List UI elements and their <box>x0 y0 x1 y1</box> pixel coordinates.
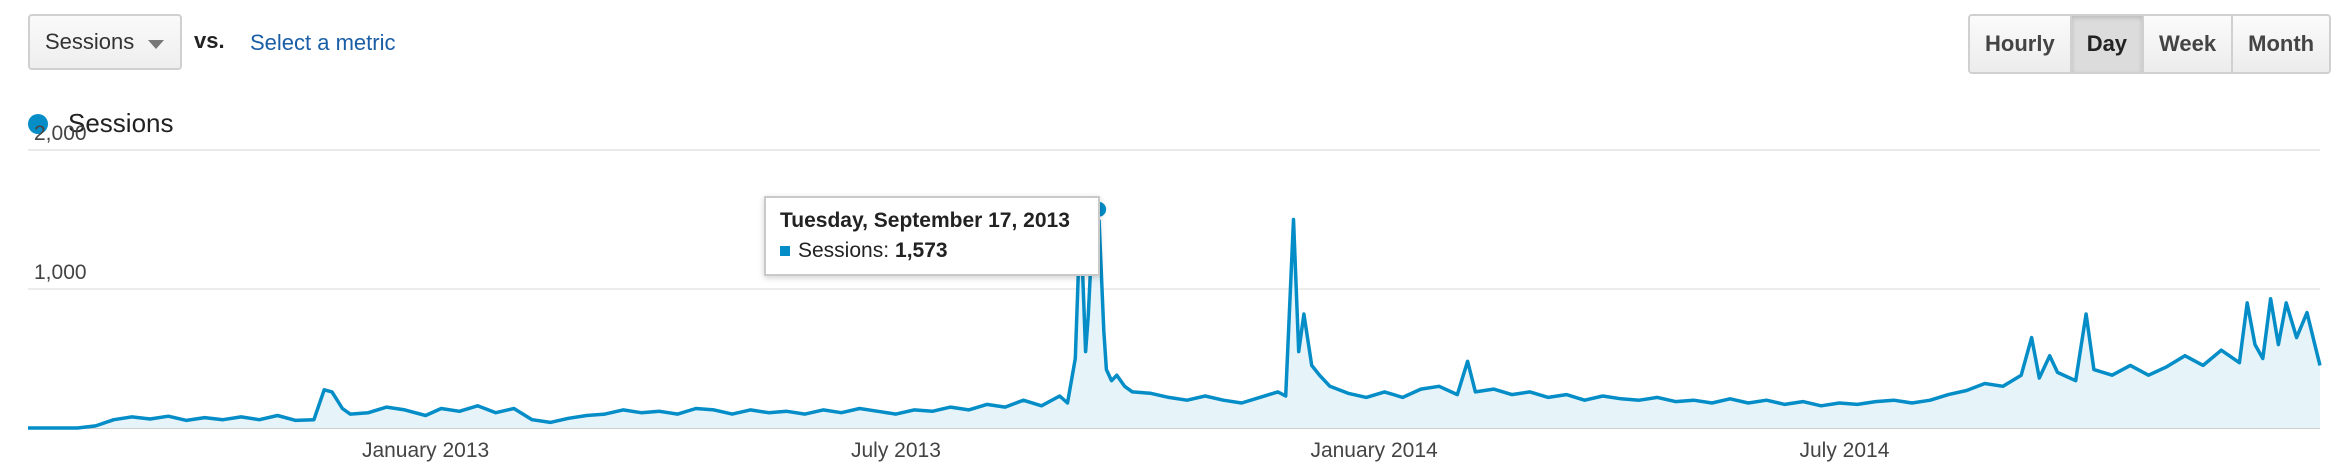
metric-select[interactable]: Sessions <box>28 14 182 70</box>
x-tick-label: January 2013 <box>362 439 489 462</box>
x-tick-label: July 2014 <box>1799 439 1889 462</box>
granularity-toggle: Hourly Day Week Month <box>1968 14 2332 74</box>
x-tick-label: July 2013 <box>851 439 941 462</box>
sessions-line <box>28 207 2322 430</box>
sessions-area <box>28 209 2320 428</box>
tooltip-date: Tuesday, September 17, 2013 <box>780 209 1070 232</box>
chart-legend: Sessions <box>28 108 174 139</box>
y-axis-ticks: 1,000 2,000 <box>34 122 87 284</box>
tooltip-swatch-icon <box>780 246 790 256</box>
granularity-week-button[interactable]: Week <box>2142 16 2232 72</box>
data-point-tooltip: Tuesday, September 17, 2013 Sessions: 1,… <box>764 196 1100 276</box>
select-metric-link[interactable]: Select a metric <box>250 30 396 55</box>
y-tick-label: 2,000 <box>34 122 87 145</box>
tooltip-series-row: Sessions: 1,573 <box>780 239 1084 263</box>
tooltip-series-label: Sessions: <box>798 239 890 262</box>
tooltip-value: 1,573 <box>895 239 948 262</box>
chart-toolbar: Sessions vs. Select a metric Hourly Day … <box>0 0 2343 110</box>
x-axis-ticks: January 2013 July 2013 January 2014 July 20… <box>362 439 1890 462</box>
y-tick-label: 1,000 <box>34 261 87 284</box>
granularity-hourly-button[interactable]: Hourly <box>1970 16 2070 72</box>
x-tick-label: January 2014 <box>1310 439 1438 462</box>
legend-dot-icon <box>28 113 48 134</box>
legend-label: Sessions <box>68 108 174 138</box>
metric-select-value: Sessions <box>45 29 135 54</box>
vs-label: vs. <box>194 28 225 53</box>
chevron-down-icon <box>148 40 164 49</box>
granularity-month-button[interactable]: Month <box>2231 16 2330 72</box>
granularity-day-button[interactable]: Day <box>2069 16 2143 72</box>
